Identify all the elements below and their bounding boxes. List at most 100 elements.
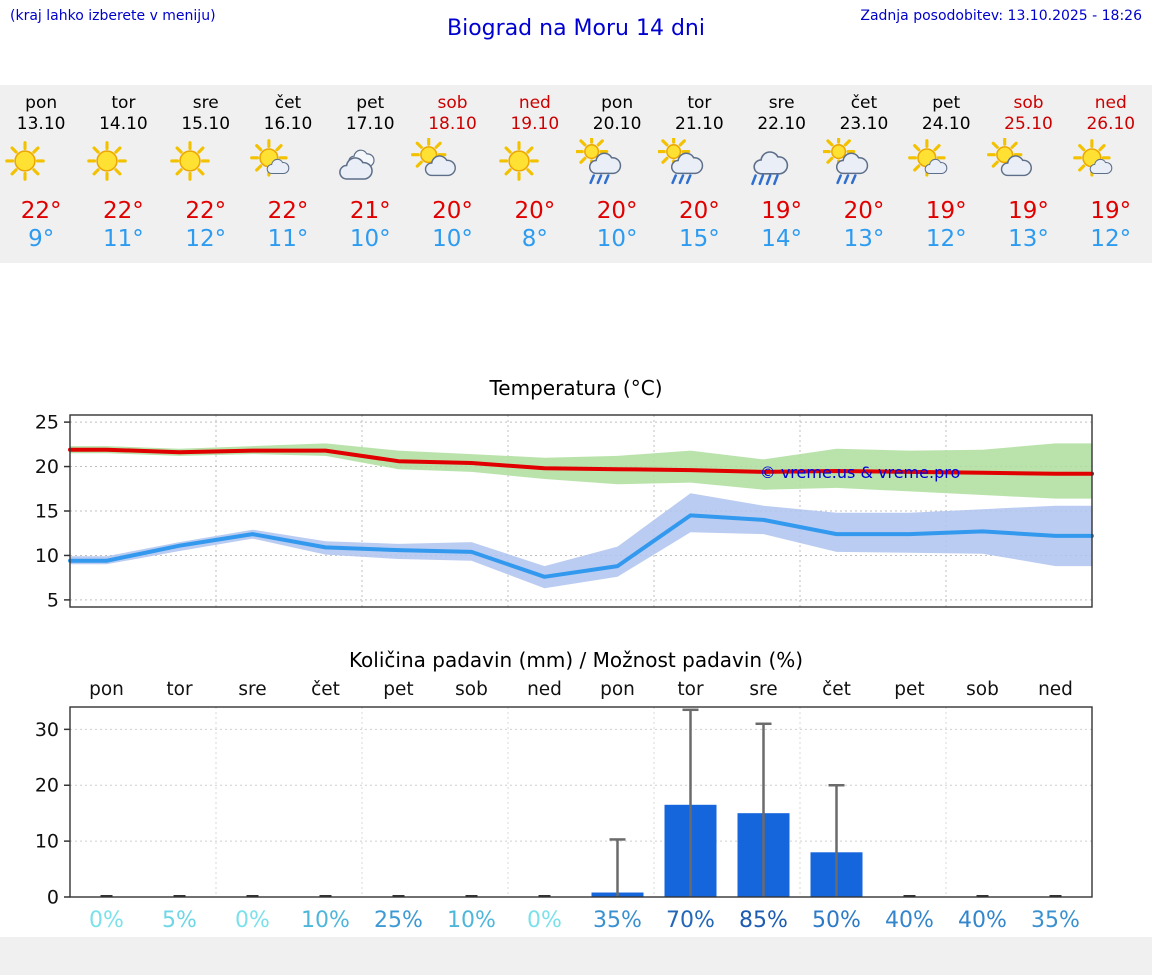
day-date: 25.10 xyxy=(1004,114,1053,134)
day-date: 24.10 xyxy=(921,114,971,134)
min-temp: 12° xyxy=(1090,226,1132,252)
day-name: pet xyxy=(932,93,961,113)
max-temp-line xyxy=(68,447,1094,476)
forecast-strip: pon 13.10 22° 9° tor 14.10 22° 11° sre 15.10 22° 12… xyxy=(0,85,1152,263)
weather-icon-sunny xyxy=(165,138,247,192)
precip-day-label: sob xyxy=(455,679,488,700)
max-temp: 22° xyxy=(185,198,227,224)
day-name: sre xyxy=(192,93,219,113)
forecast-day: sre 15.10 22° 12° xyxy=(165,85,247,263)
precip-probability: 25% xyxy=(374,908,423,933)
day-date: 16.10 xyxy=(263,114,313,134)
baseline-tick xyxy=(319,895,332,897)
baseline-tick xyxy=(903,895,916,897)
precip-day-label: pon xyxy=(600,679,635,700)
y-tick-label: 30 xyxy=(35,719,59,741)
day-name: pon xyxy=(25,93,58,113)
day-name: sob xyxy=(1013,93,1044,113)
min-temp: 13° xyxy=(843,226,885,252)
baseline-tick xyxy=(173,895,186,897)
min-temp-line xyxy=(68,513,1094,579)
precip-probability: 35% xyxy=(1031,908,1080,933)
day-date: 19.10 xyxy=(510,114,560,134)
day-name: ned xyxy=(518,93,551,113)
precip-probability: 0% xyxy=(235,908,270,933)
forecast-day: pon 13.10 22° 9° xyxy=(0,85,82,263)
precip-day-label: sob xyxy=(966,679,999,700)
max-temp: 20° xyxy=(843,198,885,224)
baseline-tick xyxy=(1049,895,1062,897)
max-temp: 21° xyxy=(349,198,391,224)
y-tick-label: 5 xyxy=(47,589,59,611)
precipitation-chart-title: Količina padavin (mm) / Možnost padavin … xyxy=(348,648,804,672)
weather-icon-mostly-sunny xyxy=(1070,138,1152,192)
max-temp-range-band xyxy=(70,443,1092,499)
day-date: 13.10 xyxy=(16,114,66,134)
weather-icon-mostly-sunny xyxy=(247,138,329,192)
day-name: ned xyxy=(1094,93,1127,113)
precip-day-label: pet xyxy=(383,679,413,700)
forecast-day: ned 26.10 19° 12° xyxy=(1070,85,1152,263)
precip-probability: 10% xyxy=(447,908,496,933)
weather-icon-showers xyxy=(575,138,658,192)
weather-icon-showers xyxy=(658,138,740,192)
baseline-tick xyxy=(246,895,259,897)
forecast-day: pet 24.10 19° 12° xyxy=(905,85,987,263)
y-tick-label: 20 xyxy=(35,456,59,478)
y-tick-label: 10 xyxy=(35,831,59,853)
day-date: 20.10 xyxy=(592,114,642,134)
footer-band xyxy=(0,937,1152,975)
day-date: 21.10 xyxy=(675,114,724,134)
temperature-chart-title: Temperatura (°C) xyxy=(489,376,663,400)
forecast-day: čet 16.10 22° 11° xyxy=(247,85,329,263)
max-temp: 19° xyxy=(761,198,803,224)
precip-probability: 40% xyxy=(958,908,1007,933)
forecast-day: ned 19.10 20° 8° xyxy=(494,85,576,263)
min-temp: 13° xyxy=(1008,226,1049,252)
max-temp: 20° xyxy=(679,198,720,224)
baseline-tick xyxy=(100,895,113,897)
baseline-tick xyxy=(538,895,551,897)
max-temp: 22° xyxy=(103,198,144,224)
precip-day-label: pon xyxy=(89,679,124,700)
max-temp: 19° xyxy=(1008,198,1049,224)
precip-probability: 10% xyxy=(301,908,350,933)
precip-day-label: tor xyxy=(166,679,193,700)
min-temp: 14° xyxy=(761,226,803,252)
min-temp: 12° xyxy=(185,226,227,252)
forecast-day: pet 17.10 21° 10° xyxy=(329,85,411,263)
precip-probability: 40% xyxy=(885,908,934,933)
page-title: Biograd na Moru 14 dni xyxy=(447,16,705,41)
precipitation-chart: pon tor sre čet pet sob ned pon tor sre čet pet sob n… xyxy=(35,679,1093,933)
min-temp: 10° xyxy=(596,226,638,252)
min-temp: 10° xyxy=(432,226,473,252)
day-name: tor xyxy=(687,93,712,113)
precip-probability: 50% xyxy=(812,908,861,933)
precip-day-label: čet xyxy=(822,679,851,700)
max-temp: 22° xyxy=(267,198,309,224)
plot-border xyxy=(69,706,1093,898)
y-tick-label: 0 xyxy=(47,887,59,909)
weather-icon-partly-cloudy xyxy=(411,138,493,192)
precip-probability: 0% xyxy=(527,908,562,933)
precip-probability: 85% xyxy=(739,908,788,933)
min-temp: 8° xyxy=(521,226,548,252)
precip-day-label: tor xyxy=(677,679,704,700)
weather-icon-partly-cloudy xyxy=(987,138,1069,192)
forecast-day: čet 23.10 20° 13° xyxy=(822,85,905,263)
plot-border xyxy=(69,414,1093,608)
precip-day-label: ned xyxy=(527,679,562,700)
precip-day-label: pet xyxy=(894,679,924,700)
precip-probability: 5% xyxy=(162,908,197,933)
day-name: pon xyxy=(601,93,634,113)
day-date: 14.10 xyxy=(99,114,148,134)
forecast-day: tor 21.10 20° 15° xyxy=(658,85,740,263)
day-date: 15.10 xyxy=(181,114,231,134)
watermark-link[interactable]: © vreme.us & vreme.pro xyxy=(760,463,961,482)
last-updated: Zadnja posodobitev: 13.10.2025 - 18:26 xyxy=(860,8,1142,24)
day-name: sre xyxy=(768,93,795,113)
max-temp: 22° xyxy=(20,198,62,224)
y-tick-label: 15 xyxy=(35,501,59,523)
min-temp: 12° xyxy=(925,226,967,252)
